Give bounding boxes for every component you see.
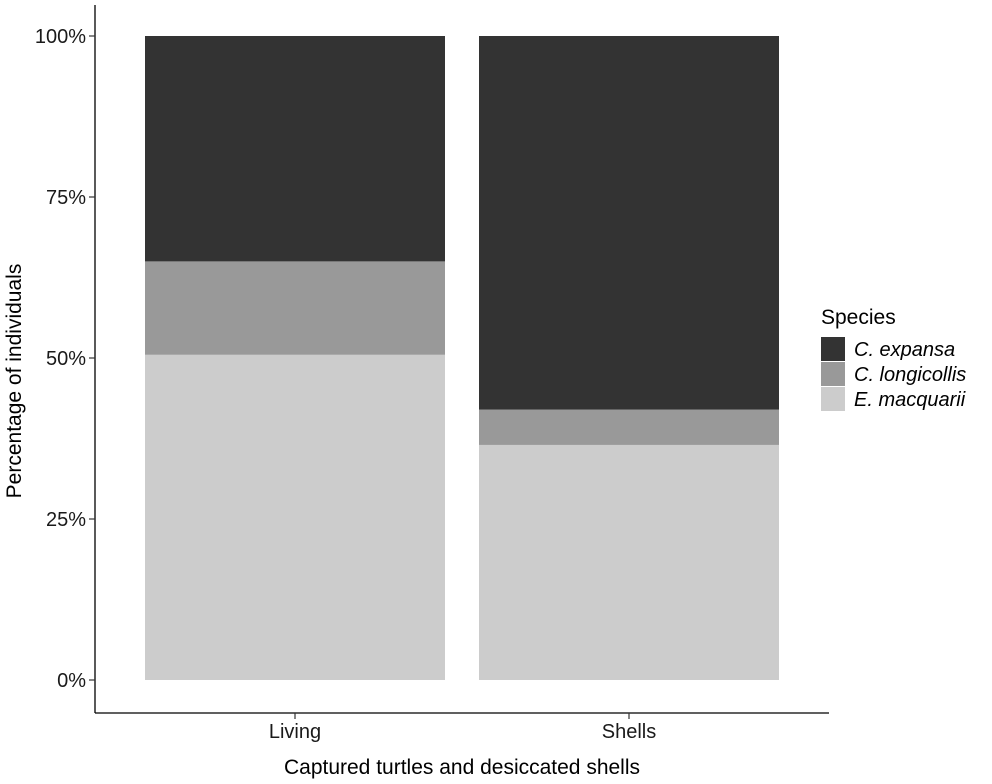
x-axis-title: Captured turtles and desiccated shells — [284, 756, 640, 779]
y-tick-label: 50% — [46, 348, 86, 370]
bar-shells-c-expansa — [479, 36, 779, 410]
legend-title: Species — [821, 306, 896, 329]
legend-key-c-expansa — [821, 337, 845, 361]
bars-group — [145, 36, 779, 680]
legend-label-c-expansa: C. expansa — [854, 339, 955, 361]
x-tick-label-living: Living — [269, 721, 321, 743]
x-tick-label-shells: Shells — [602, 721, 656, 743]
legend-key-c-longicollis — [821, 362, 845, 386]
y-tick-label: 0% — [57, 670, 86, 692]
y-tick-label: 75% — [46, 187, 86, 209]
bar-shells-c-longicollis — [479, 409, 779, 445]
bar-living-c-expansa — [145, 36, 445, 262]
legend: Species C. expansa C. longicollis E. macqua… — [821, 306, 966, 411]
bar-shells-e-macquarii — [479, 444, 779, 680]
y-tick-label: 100% — [35, 26, 86, 48]
legend-label-e-macquarii: E. macquarii — [854, 389, 966, 411]
y-tick-label: 25% — [46, 509, 86, 531]
axes-group: 0% 25% 50% 75% 100% Living Shells — [35, 5, 829, 743]
legend-label-c-longicollis: C. longicollis — [854, 364, 966, 386]
y-axis-title: Percentage of individuals — [3, 264, 26, 499]
legend-key-e-macquarii — [821, 387, 845, 411]
bar-living-e-macquarii — [145, 354, 445, 680]
bar-living-c-longicollis — [145, 261, 445, 355]
